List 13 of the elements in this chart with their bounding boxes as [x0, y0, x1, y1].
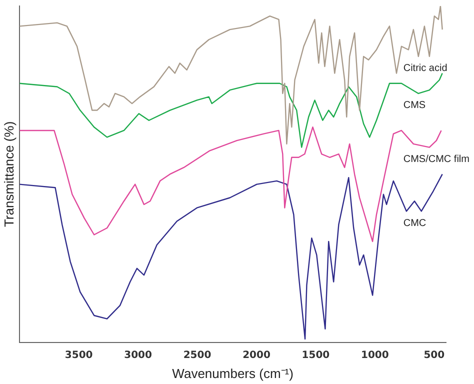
- series-label: Citric acid: [403, 63, 448, 74]
- x-axis-title: Wavenumbers (cm⁻¹): [172, 366, 294, 381]
- x-tick-label: 3000: [124, 350, 152, 361]
- x-tick-label: 2500: [183, 350, 212, 361]
- series-label: CMS: [403, 100, 426, 112]
- y-axis-title: Transmittance (%): [1, 121, 16, 228]
- x-tick-label: 1000: [361, 350, 389, 361]
- series-label: CMS/CMC film: [403, 154, 470, 166]
- series-label: CMC: [403, 218, 426, 229]
- x-tick-label: 2000: [242, 350, 270, 361]
- x-tick-label: 1500: [302, 350, 330, 361]
- x-tick-label: 500: [424, 350, 445, 361]
- x-tick-label: 3500: [64, 350, 93, 361]
